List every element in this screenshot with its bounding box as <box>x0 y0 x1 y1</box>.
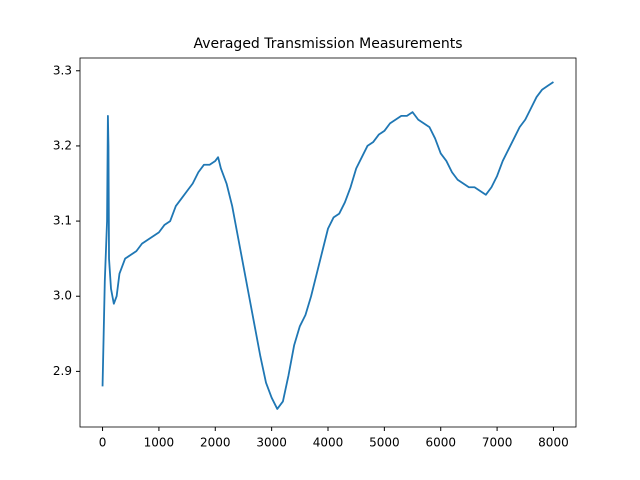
y-tick-label: 3.3 <box>53 63 72 77</box>
x-tick-label: 7000 <box>482 436 513 450</box>
x-tick-label: 2000 <box>200 436 231 450</box>
chart-title: Averaged Transmission Measurements <box>193 36 462 52</box>
x-tick-label: 6000 <box>425 436 456 450</box>
y-tick-label: 3.1 <box>53 214 72 228</box>
x-tick-label: 3000 <box>256 436 287 450</box>
x-tick-label: 8000 <box>538 436 569 450</box>
y-tick-label: 3.0 <box>53 289 72 303</box>
data-line <box>101 81 554 410</box>
x-tick-label: 5000 <box>369 436 400 450</box>
y-tick-label: 2.9 <box>53 364 72 378</box>
y-tick-label: 3.2 <box>53 138 72 152</box>
axes-frame <box>79 57 577 428</box>
x-tick-label: 1000 <box>144 436 175 450</box>
x-tick-label: 4000 <box>313 436 344 450</box>
x-tick-label: 0 <box>99 436 107 450</box>
